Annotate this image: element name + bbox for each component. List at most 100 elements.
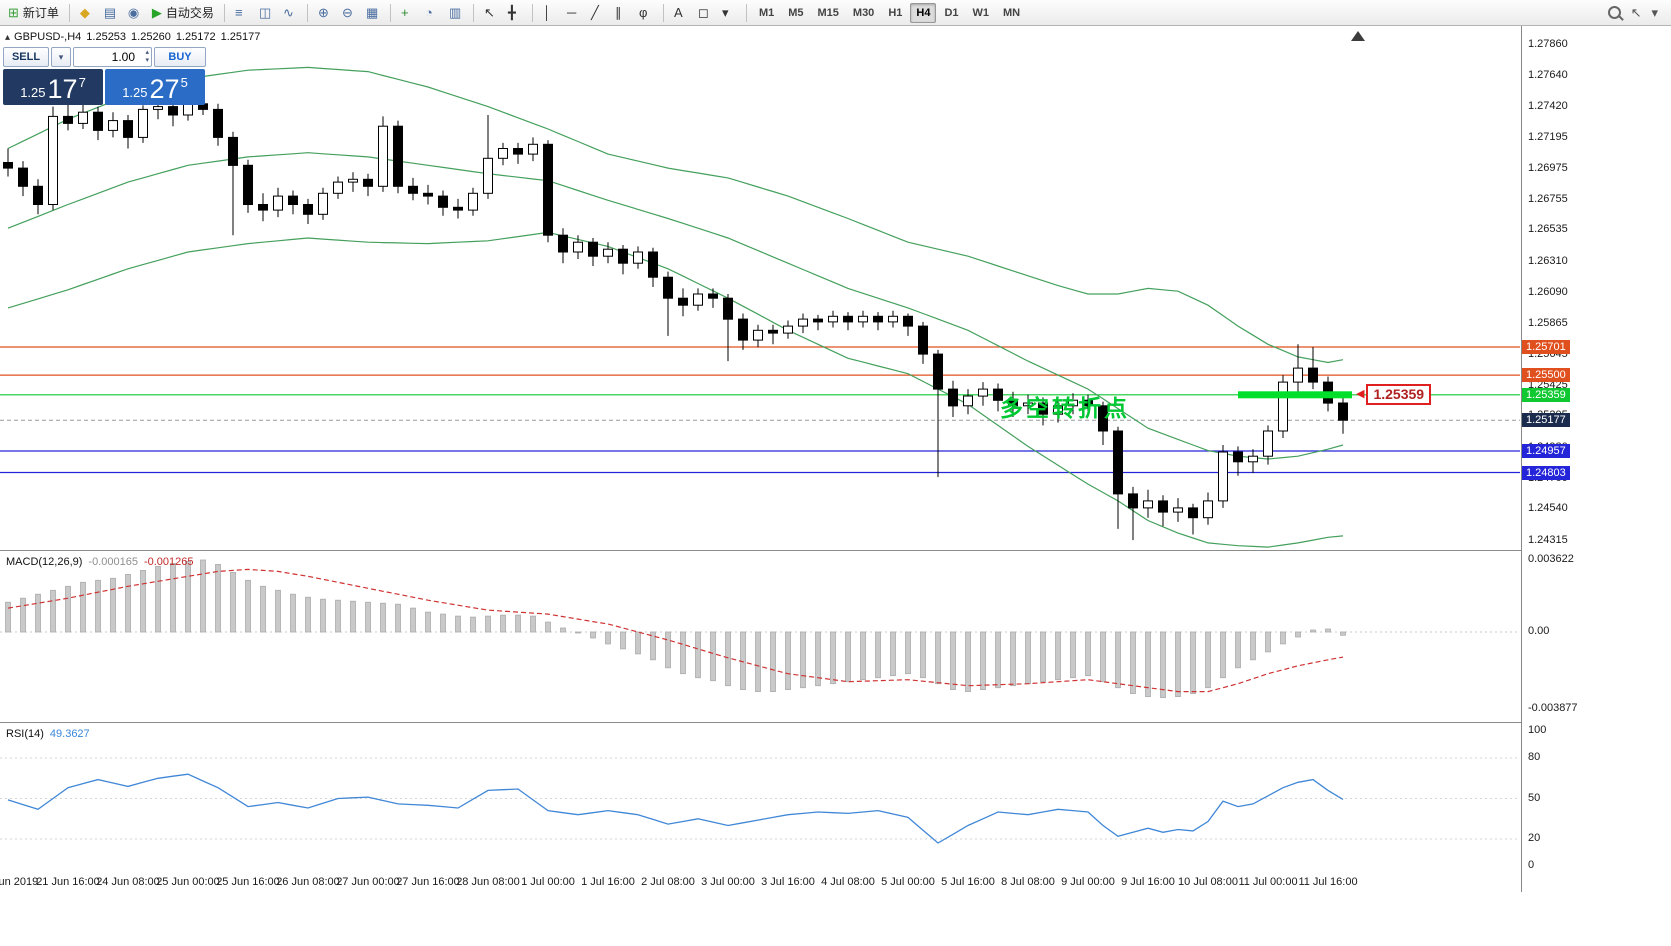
- macd-bar: [290, 593, 296, 633]
- highlight-bar[interactable]: [1238, 391, 1352, 399]
- time-label: 9 Jul 00:00: [1061, 876, 1115, 888]
- toolbar-separator: [306, 3, 308, 22]
- autotrading-button[interactable]: ▶ 自动交易: [148, 2, 218, 24]
- bar-chart-button[interactable]: ≡: [231, 2, 253, 24]
- macd-bar: [710, 631, 716, 682]
- candle-body: [423, 192, 433, 197]
- candle-body: [93, 111, 103, 131]
- time-label: 2 Jul 08:00: [641, 876, 695, 888]
- candle-body: [18, 167, 28, 187]
- cursor-button[interactable]: ↖: [480, 2, 502, 24]
- pointer-icon[interactable]: ↖: [1630, 5, 1642, 20]
- candle-body: [468, 192, 478, 211]
- volume-spinner[interactable]: ▴ ▾: [145, 49, 149, 65]
- axis-tick: 0.003622: [1528, 553, 1574, 565]
- candle-body: [138, 108, 148, 138]
- panel-splitter-rsi[interactable]: [0, 722, 1671, 723]
- left-arrow-icon: ◀: [1356, 387, 1365, 400]
- candle-body: [888, 315, 898, 323]
- new-order-button[interactable]: ⊞ 新订单: [4, 2, 63, 24]
- text-button[interactable]: A: [670, 2, 692, 24]
- market-watch-button[interactable]: ▤: [100, 2, 122, 24]
- search-icon[interactable]: [1607, 6, 1621, 19]
- timeframe-h4-button[interactable]: H4: [910, 2, 937, 23]
- macd-bar: [1205, 631, 1211, 689]
- spinner-down-icon[interactable]: ▾: [145, 57, 149, 64]
- macd-bar: [1250, 631, 1256, 661]
- rsi-value: 49.3627: [49, 728, 90, 740]
- vertical-line-button[interactable]: │: [539, 2, 561, 24]
- ask-frac: 5: [180, 75, 188, 90]
- candle-body: [1038, 402, 1048, 415]
- time-label: 3 Jul 16:00: [761, 876, 815, 888]
- macd-bar: [560, 627, 566, 633]
- chart-shift-marker[interactable]: [1351, 31, 1365, 41]
- candle-body: [1143, 500, 1153, 509]
- order-type-dropdown[interactable]: ▾: [51, 47, 71, 67]
- crosshair-button[interactable]: ╋: [504, 2, 526, 24]
- axis-tick: 1.27195: [1528, 131, 1568, 144]
- tile-windows-button[interactable]: ▦: [362, 2, 384, 24]
- horizontal-line-button[interactable]: ─: [563, 2, 585, 24]
- candle-body: [1008, 399, 1018, 407]
- time-label: 1 Jul 16:00: [581, 876, 635, 888]
- candlestick-chart-button[interactable]: ◫: [255, 2, 277, 24]
- timeframe-m15-button[interactable]: M15: [812, 3, 845, 23]
- indicators-button[interactable]: +: [397, 2, 419, 24]
- candle-body: [738, 318, 748, 341]
- macd-bar: [545, 621, 551, 633]
- template-button[interactable]: ▥: [445, 2, 467, 24]
- candle-body: [1098, 405, 1108, 432]
- zoom-out-button[interactable]: ⊖: [338, 2, 360, 24]
- timeframe-d1-button[interactable]: D1: [938, 3, 964, 23]
- periods-button[interactable]: ◔: [421, 2, 443, 24]
- timeframe-m5-button[interactable]: M5: [782, 3, 809, 23]
- timeframe-m30-button[interactable]: M30: [847, 3, 880, 23]
- price-badge: 1.25701: [1522, 339, 1570, 354]
- macd-header: MACD(12,26,9) -0.000165 -0.001265: [6, 556, 200, 568]
- macd-bar: [485, 615, 491, 633]
- navigator-button[interactable]: ◉: [124, 2, 146, 24]
- zoom-in-button[interactable]: ⊕: [314, 2, 336, 24]
- timeframe-h1-button[interactable]: H1: [882, 3, 908, 23]
- channel-button[interactable]: ∥: [611, 2, 633, 24]
- ohlc-close: 1.25177: [220, 31, 261, 43]
- buy-price-box[interactable]: 1.25 27 5: [105, 69, 205, 105]
- bollinger-middle: [7, 152, 1344, 460]
- sell-button[interactable]: SELL: [3, 47, 49, 67]
- timeframe-m1-button[interactable]: M1: [753, 3, 780, 23]
- macd-bar: [890, 631, 896, 677]
- volume-input[interactable]: 1.00 ▴ ▾: [73, 47, 152, 67]
- timeframe-mn-button[interactable]: MN: [997, 3, 1026, 23]
- price-callout[interactable]: ◀ 1.25359: [1356, 383, 1432, 405]
- buy-button[interactable]: BUY: [154, 47, 206, 67]
- macd-bar: [1235, 631, 1241, 669]
- ask-int: 1.25: [122, 85, 148, 100]
- candle-body: [648, 251, 658, 278]
- objects-dropdown[interactable]: ▾: [718, 2, 740, 24]
- panel-splitter-macd[interactable]: [0, 550, 1671, 551]
- sell-price-box[interactable]: 1.25 17 7: [3, 69, 103, 105]
- fibonacci-button[interactable]: φ: [635, 2, 657, 24]
- timeframe-w1-button[interactable]: W1: [967, 3, 996, 23]
- spinner-up-icon[interactable]: ▴: [145, 49, 149, 56]
- macd-bar: [440, 613, 446, 633]
- macd-bar: [140, 570, 146, 633]
- price-axis[interactable]: 1.27860 1.27640 1.27420 1.27195 1.26975 1.267…: [1521, 26, 1671, 892]
- macd-bar: [950, 631, 956, 690]
- line-chart-button[interactable]: ∿: [279, 2, 301, 24]
- metaeditor-button[interactable]: ◆: [76, 2, 98, 24]
- toolbar-menu-icon[interactable]: ▾: [1651, 5, 1658, 20]
- candle-body: [558, 234, 568, 253]
- candle-body: [228, 136, 238, 166]
- toolbar-separator: [389, 3, 391, 22]
- one-click-trading-panel: SELL ▾ 1.00 ▴ ▾ BUY 1.25 17 7 1.25 27 5: [3, 47, 206, 105]
- one-click-toggle-icon[interactable]: ▴: [5, 32, 11, 43]
- navigator-icon: ◉: [127, 5, 140, 20]
- macd-bar: [245, 579, 251, 633]
- trendline-button[interactable]: ╱: [587, 2, 609, 24]
- shapes-button[interactable]: ◻: [694, 2, 716, 24]
- price-badge: 1.24957: [1522, 443, 1570, 458]
